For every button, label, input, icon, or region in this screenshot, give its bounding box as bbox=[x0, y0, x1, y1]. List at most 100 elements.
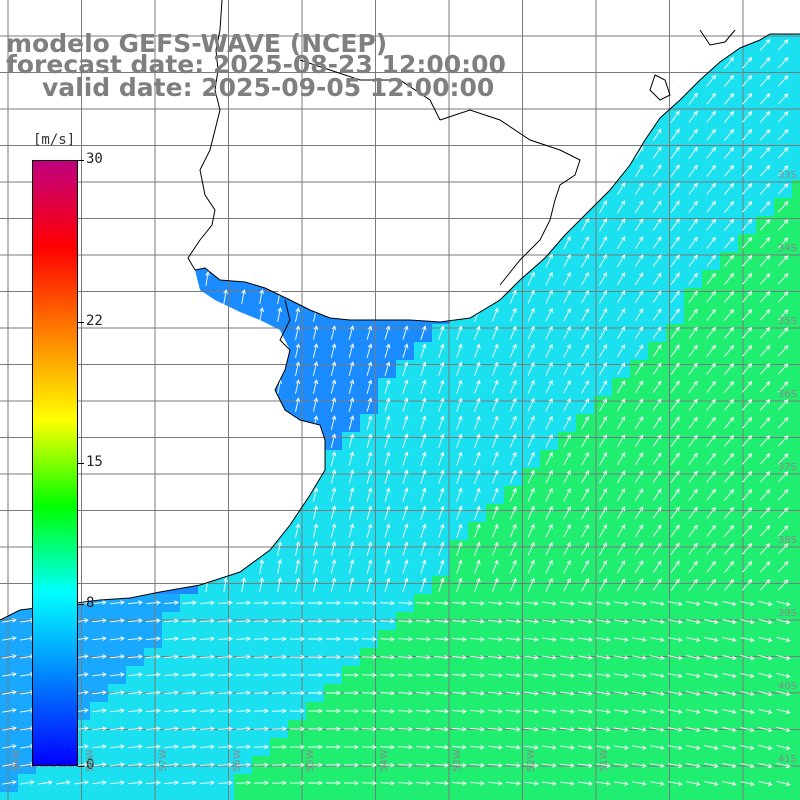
wind-arrow bbox=[253, 654, 269, 660]
wind-arrow bbox=[397, 600, 413, 606]
wind-arrow bbox=[616, 362, 626, 376]
wind-arrow bbox=[758, 780, 773, 787]
wind-arrow bbox=[127, 672, 143, 677]
wind-arrow bbox=[759, 255, 771, 267]
wind-arrow bbox=[742, 506, 753, 519]
wind-arrow bbox=[433, 708, 449, 714]
wind-arrow bbox=[451, 655, 467, 660]
wind-arrow bbox=[241, 289, 246, 304]
wind-arrow bbox=[670, 272, 680, 285]
wind-arrow bbox=[181, 726, 197, 732]
wind-arrow bbox=[632, 619, 647, 624]
wind-arrow bbox=[438, 325, 445, 340]
wind-arrow bbox=[724, 524, 735, 537]
wind-arrow bbox=[379, 780, 395, 786]
wind-arrow bbox=[402, 397, 409, 412]
wind-arrow bbox=[456, 505, 463, 520]
wind-arrow bbox=[742, 326, 753, 339]
wind-arrow bbox=[474, 469, 481, 484]
wind-arrow bbox=[599, 578, 607, 592]
wind-arrow bbox=[670, 578, 680, 591]
wind-arrow bbox=[474, 523, 481, 538]
wind-arrow bbox=[469, 745, 485, 750]
wind-arrow bbox=[384, 523, 391, 538]
wind-arrow bbox=[295, 379, 301, 394]
wind-arrow bbox=[523, 745, 539, 750]
wind-arrow bbox=[724, 452, 735, 465]
wind-arrow bbox=[599, 344, 607, 358]
wind-arrow bbox=[509, 487, 517, 502]
wind-arrow bbox=[205, 577, 210, 592]
wind-arrow bbox=[379, 672, 395, 678]
wind-arrow bbox=[563, 397, 571, 412]
wind-arrow bbox=[92, 690, 107, 695]
wind-arrow bbox=[330, 523, 337, 538]
wind-arrow bbox=[759, 507, 771, 519]
wind-arrow bbox=[527, 505, 535, 520]
wind-arrow bbox=[523, 727, 539, 732]
wind-arrow bbox=[295, 577, 301, 592]
wind-arrow bbox=[289, 636, 305, 642]
wind-arrow bbox=[289, 600, 305, 606]
wind-arrow bbox=[652, 542, 662, 556]
wind-arrow bbox=[670, 506, 680, 519]
wind-arrow bbox=[632, 709, 647, 714]
wind-arrow bbox=[415, 654, 431, 660]
wind-arrow bbox=[433, 654, 449, 660]
wind-arrow bbox=[652, 362, 662, 376]
wind-arrow bbox=[670, 362, 680, 375]
wind-arrow bbox=[542, 745, 557, 750]
wind-arrow bbox=[614, 619, 629, 624]
wind-arrow bbox=[523, 691, 539, 696]
wind-arrow bbox=[277, 559, 283, 574]
wind-arrow bbox=[616, 488, 626, 502]
wind-arrow bbox=[127, 600, 143, 605]
wind-arrow bbox=[491, 541, 499, 556]
wind-arrow bbox=[686, 727, 701, 733]
wind-speed-cell bbox=[162, 792, 180, 800]
wind-arrow bbox=[652, 470, 662, 484]
wind-arrow bbox=[109, 690, 125, 695]
wind-arrow bbox=[361, 762, 377, 768]
wind-arrow bbox=[127, 744, 143, 749]
wind-arrow bbox=[706, 326, 716, 339]
wind-arrow bbox=[759, 327, 771, 339]
wind-arrow bbox=[343, 744, 359, 750]
wind-arrow bbox=[722, 709, 737, 715]
wind-arrow bbox=[474, 379, 481, 394]
wind-arrow bbox=[759, 381, 771, 393]
wind-arrow bbox=[253, 780, 269, 786]
wind-arrow bbox=[348, 415, 355, 430]
wind-arrow bbox=[217, 726, 233, 732]
wind-arrow bbox=[632, 763, 647, 768]
wind-arrow bbox=[777, 291, 789, 303]
wind-arrow bbox=[491, 379, 499, 394]
wind-arrow bbox=[433, 726, 449, 732]
wind-arrow bbox=[366, 433, 373, 448]
wind-arrow bbox=[581, 434, 589, 448]
wind-arrow bbox=[217, 762, 233, 768]
wind-arrow bbox=[759, 39, 771, 51]
wind-arrow bbox=[578, 655, 593, 660]
wind-arrow bbox=[704, 601, 719, 607]
wind-arrow bbox=[688, 236, 698, 249]
wind-arrow bbox=[599, 380, 607, 394]
wind-arrow bbox=[253, 762, 269, 768]
wind-arrow bbox=[163, 600, 179, 605]
wind-arrow bbox=[650, 727, 665, 732]
wind-arrow bbox=[145, 780, 161, 785]
wind-arrow bbox=[581, 506, 589, 520]
wind-arrow bbox=[758, 744, 773, 751]
wind-arrow bbox=[92, 600, 107, 605]
wind-arrow bbox=[253, 690, 269, 696]
wind-arrow bbox=[474, 325, 481, 340]
wind-arrow bbox=[253, 618, 269, 624]
wind-arrow bbox=[706, 398, 716, 411]
wind-arrow bbox=[563, 307, 571, 322]
wind-arrow bbox=[668, 763, 683, 769]
wind-arrow bbox=[545, 289, 553, 304]
wind-arrow bbox=[289, 672, 305, 678]
latitude-label: 41S bbox=[777, 754, 797, 765]
wind-arrow bbox=[277, 307, 283, 322]
wind-arrow bbox=[759, 525, 771, 537]
